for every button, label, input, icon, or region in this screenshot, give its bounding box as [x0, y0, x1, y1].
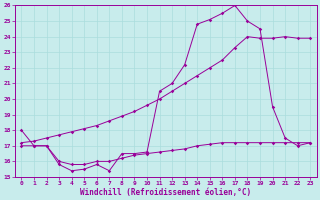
X-axis label: Windchill (Refroidissement éolien,°C): Windchill (Refroidissement éolien,°C)	[80, 188, 252, 197]
